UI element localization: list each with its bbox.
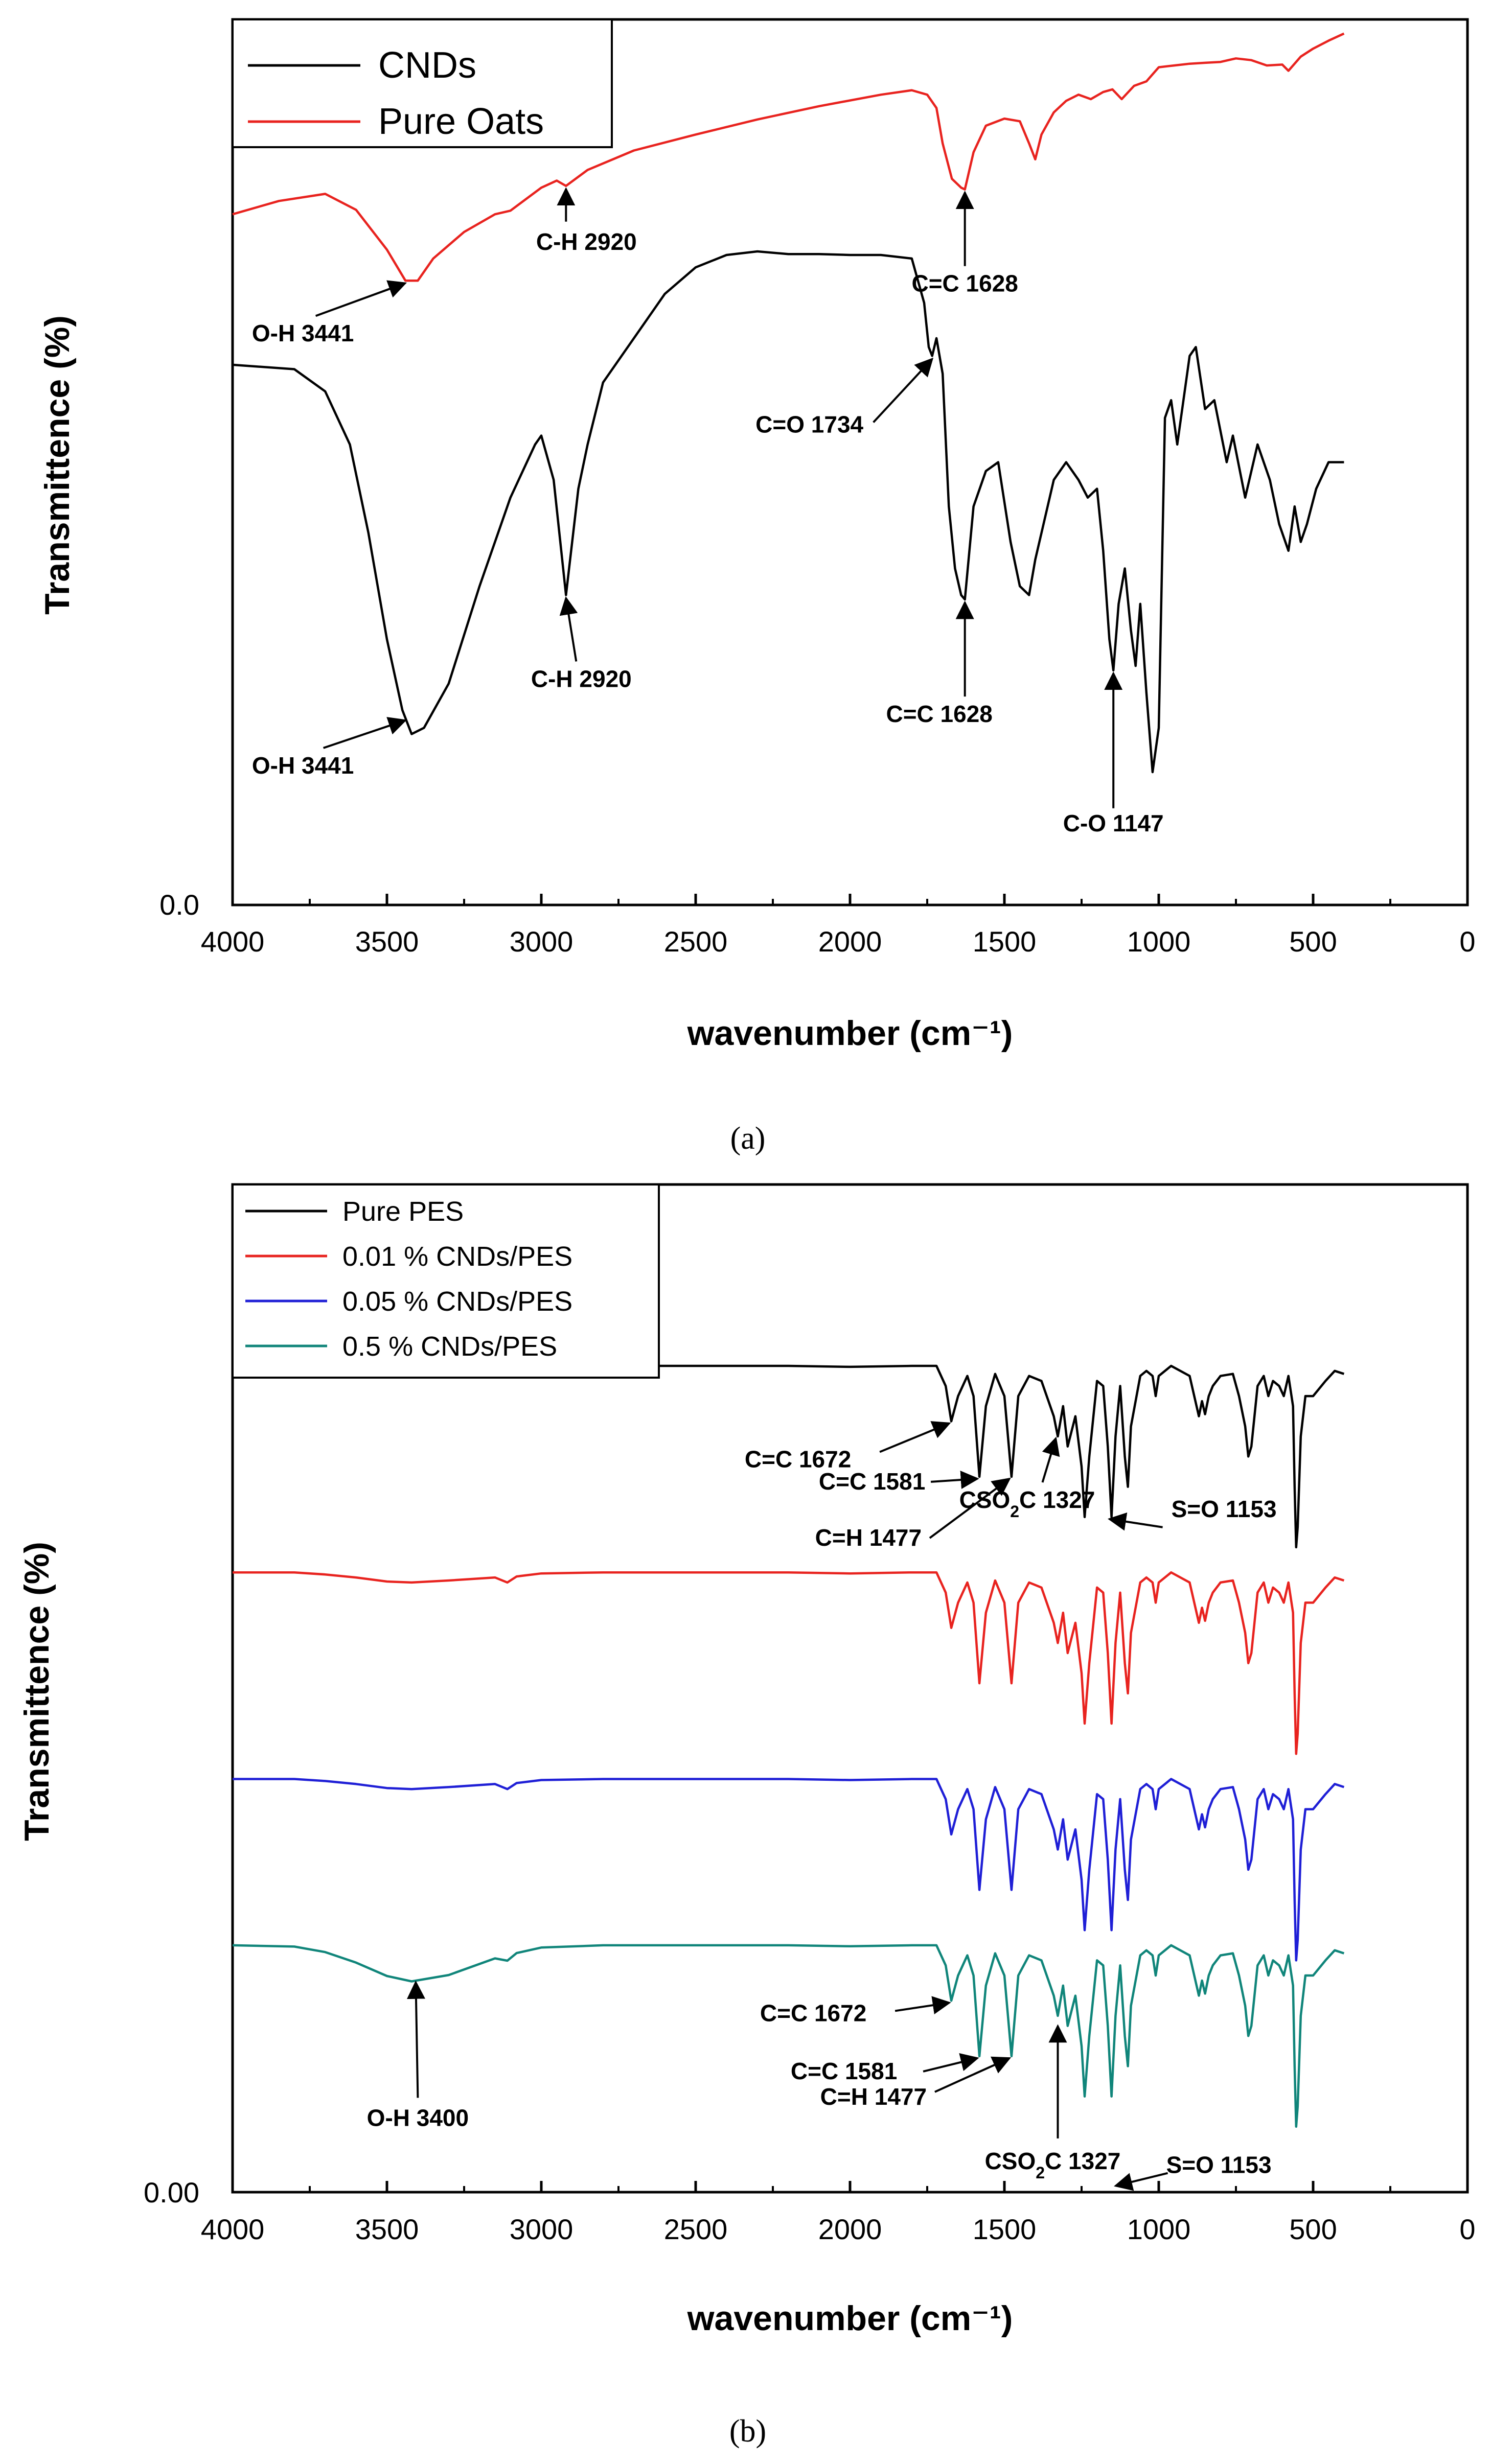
x-tick-label-a-0: 0 (1459, 925, 1475, 958)
legend-a: CNDs Pure Oats (232, 18, 613, 148)
series-line-0-5-cnds-pes (232, 1944, 1345, 2128)
panel-a: 4000 3500 3000 2500 2000 1500 1000 500 0 0.0 O-H… (38, 18, 1476, 1156)
x-tick-label-a-3000: 3000 (510, 925, 574, 958)
plot-frame-a (231, 18, 1469, 906)
peak-label-b-s-o-1153-3: S=O 1153 (1172, 1496, 1277, 1522)
legend-box-a (232, 18, 613, 148)
peak-arrow-a-0 (315, 280, 407, 317)
x-tick-label-b-3000: 3000 (510, 2213, 574, 2245)
x-tick-labels-b: 4000 3500 3000 2500 2000 1500 1000 500 0 (201, 2213, 1476, 2245)
legend-label-001-cnds-pes: 0.01 % CNDs/PES (342, 1241, 572, 1272)
peak-arrow-b-6 (894, 1996, 951, 2014)
series-line-cnds (232, 250, 1344, 774)
x-ticks-a (231, 894, 1469, 905)
peak-arrow-b-0 (879, 1421, 951, 1453)
y-tick-label-b: 0.00 (144, 2176, 199, 2209)
peak-label-b-c-c-1581-7: C=C 1581 (791, 2058, 897, 2084)
peak-arrow-a-3 (873, 357, 934, 423)
peak-label-a-c-c-1628-2: C=C 1628 (911, 270, 1018, 297)
caption-a: (a) (730, 1121, 766, 1156)
legend-b: Pure PES 0.01 % CNDs/PES 0.05 % CNDs/PES… (232, 1183, 660, 1379)
peak-arrow-b-1 (930, 1471, 979, 1489)
x-tick-label-b-4000: 4000 (201, 2213, 265, 2245)
y-axis-title-b: Transmittence (%) (17, 1542, 56, 1841)
peak-label-a-o-h-3441-0: O-H 3441 (252, 320, 354, 346)
annotations-a: O-H 3441 C-H 2920 C=C 1628 C=O 1734 C-H 2920… (252, 187, 1164, 836)
peak-label-b-c-h-1477-8: C=H 1477 (820, 2083, 927, 2110)
legend-label-pure-oats: Pure Oats (378, 101, 544, 142)
x-tick-label-b-2000: 2000 (818, 2213, 882, 2245)
legend-label-005-cnds-pes: 0.05 % CNDs/PES (342, 1286, 572, 1317)
legend-label-cnds: CNDs (378, 45, 476, 86)
peak-arrow-b-3 (1108, 1512, 1163, 1531)
peak-arrow-a-7 (323, 717, 407, 749)
peak-arrow-b-8 (934, 2056, 1012, 2093)
x-tick-label-a-3500: 3500 (355, 925, 419, 958)
panel-b: 4000 3500 3000 2500 2000 1500 1000 500 0 0.00 C=… (17, 1183, 1476, 2449)
x-tick-label-b-500: 500 (1289, 2213, 1337, 2245)
peak-label-b-c-c-1672-0: C=C 1672 (745, 1446, 851, 1472)
x-ticks-b (231, 2181, 1469, 2192)
peak-label-a-c-o-1734-3: C=O 1734 (755, 411, 863, 438)
peak-label-b-c-h-1477-2: C=H 1477 (815, 1524, 922, 1551)
x-tick-label-b-3500: 3500 (355, 2213, 419, 2245)
peak-arrow-a-4 (559, 596, 578, 662)
x-tick-label-a-1000: 1000 (1127, 925, 1191, 958)
peak-label-a-c-h-2920-1: C-H 2920 (536, 228, 637, 255)
peak-arrow-b-9 (1114, 2172, 1168, 2191)
peak-label-b-s-o-1153-9: S=O 1153 (1166, 2152, 1272, 2178)
peak-label-b-c-c-1581-1: C=C 1581 (819, 1468, 925, 1495)
peak-arrow-b-5 (406, 1980, 425, 2098)
peak-label-b-csoc-1327-4: CSO2C 1327 (959, 1486, 1095, 1521)
x-tick-label-b-2500: 2500 (664, 2213, 728, 2245)
series-line-pure-pes (233, 1364, 1345, 1549)
peak-arrow-b-2 (929, 1477, 1011, 1539)
caption-b: (b) (729, 2414, 766, 2449)
x-tick-label-b-1500: 1500 (973, 2213, 1037, 2245)
series-line-pure-oats (232, 32, 1345, 282)
x-tick-label-a-1500: 1500 (973, 925, 1037, 958)
peak-arrow-b-4 (1041, 1436, 1060, 1483)
peak-label-b-csoc-1327-10: CSO2C 1327 (985, 2148, 1121, 2182)
x-axis-title-b: wavenumber (cm⁻¹) (687, 2299, 1013, 2338)
series-group-a (232, 32, 1345, 774)
x-tick-label-a-4000: 4000 (201, 925, 265, 958)
series-line-0-01-cnds-pes (233, 1571, 1345, 1755)
peak-label-a-c-h-2920-4: C-H 2920 (531, 665, 632, 692)
peak-label-a-c-c-1628-5: C=C 1628 (886, 701, 992, 727)
peak-arrow-b-7 (923, 2053, 979, 2073)
x-tick-label-b-1000: 1000 (1127, 2213, 1191, 2245)
y-tick-label-a: 0.0 (159, 889, 199, 921)
x-tick-label-a-2500: 2500 (664, 925, 728, 958)
legend-label-05-cnds-pes: 0.5 % CNDs/PES (342, 1331, 557, 1362)
legend-label-pure-pes: Pure PES (342, 1196, 464, 1227)
x-tick-label-a-500: 500 (1289, 925, 1337, 958)
series-group-b (232, 1364, 1345, 2128)
y-axis-title-a: Transmittence (%) (38, 315, 77, 615)
x-tick-label-b-0: 0 (1459, 2213, 1475, 2245)
series-line-0-05-cnds-pes (233, 1778, 1345, 1962)
peak-label-b-o-h-3400-5: O-H 3400 (367, 2104, 469, 2131)
peak-label-b-c-c-1672-6: C=C 1672 (760, 2000, 866, 2026)
x-tick-label-a-2000: 2000 (818, 925, 882, 958)
x-axis-title-a: wavenumber (cm⁻¹) (687, 1014, 1013, 1053)
peak-label-a-c-o-1147-6: C-O 1147 (1063, 810, 1164, 836)
peak-label-a-o-h-3441-7: O-H 3441 (252, 752, 354, 779)
x-tick-labels-a: 4000 3500 3000 2500 2000 1500 1000 500 0 (201, 925, 1476, 958)
